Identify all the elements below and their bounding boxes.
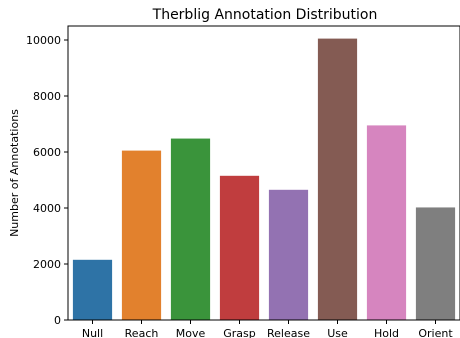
x-tick-label: Use (327, 327, 348, 338)
y-tick-label: 8000 (33, 90, 61, 103)
y-tick-label: 10000 (26, 34, 61, 47)
bar-null (72, 259, 113, 320)
x-tick-label: Null (82, 327, 103, 338)
y-ticks-group: 0 2000 4000 6000 8000 10000 (26, 34, 68, 327)
x-tick-label: Orient (418, 327, 453, 338)
x-tick-label: Hold (374, 327, 399, 338)
bar-move (170, 138, 211, 320)
y-tick-label: 6000 (33, 146, 61, 159)
bar-orient (415, 207, 456, 320)
bars-group (72, 38, 456, 321)
x-tick-label: Release (267, 327, 310, 338)
bar-hold (366, 125, 407, 321)
y-axis-label: Number of Annotations (8, 109, 21, 237)
bar-use (317, 38, 358, 320)
bar-release (268, 189, 309, 320)
y-tick-label: 0 (54, 314, 61, 327)
x-tick-label: Grasp (223, 327, 256, 338)
bar-grasp (219, 175, 260, 320)
x-ticks-group: Null Reach Move Grasp Release Use Hold Orient (82, 320, 453, 338)
bar-reach (121, 150, 162, 320)
chart-title: Therblig Annotation Distribution (152, 7, 378, 23)
x-tick-label: Reach (125, 327, 159, 338)
x-tick-label: Move (176, 327, 206, 338)
plot-frame (67, 25, 460, 321)
y-tick-label: 2000 (33, 258, 61, 271)
y-tick-label: 4000 (33, 202, 61, 215)
